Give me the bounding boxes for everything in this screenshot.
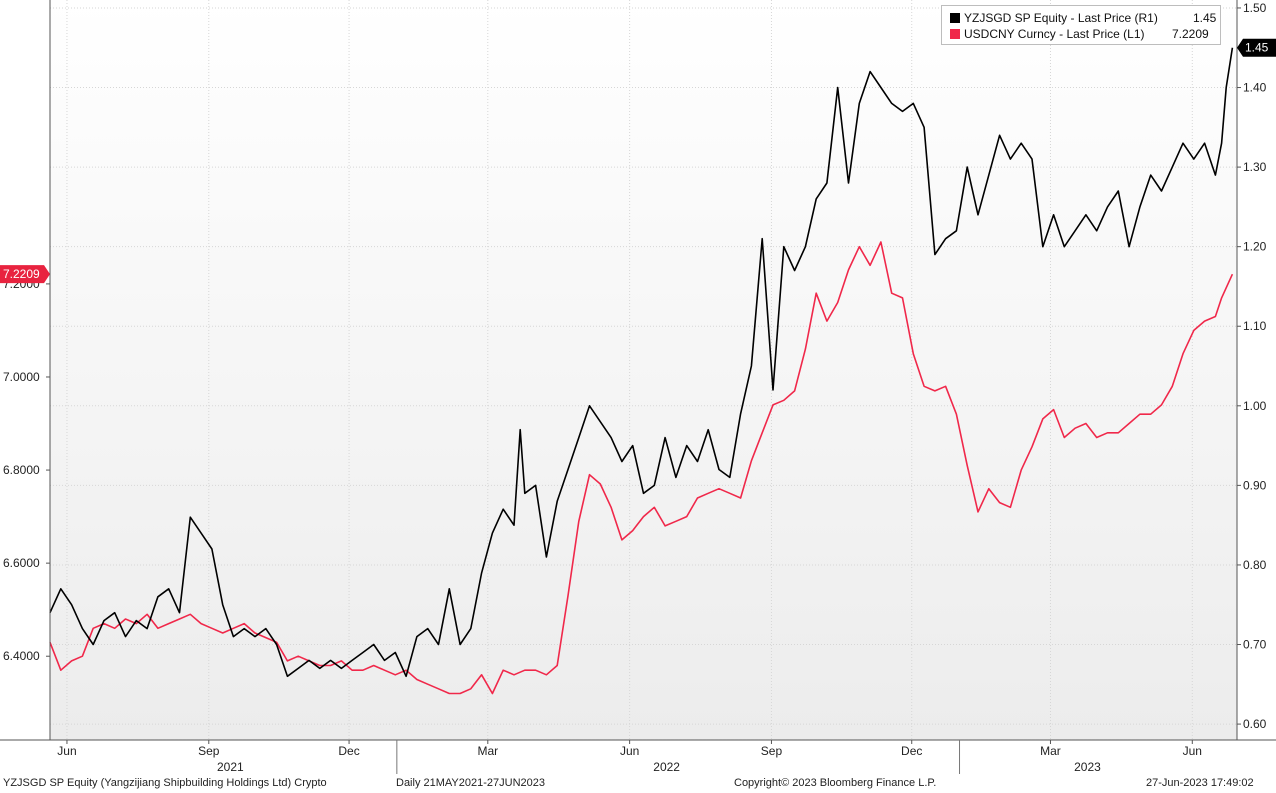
right-tick-label: 1.10: [1243, 319, 1267, 333]
left-tick-label: 6.6000: [3, 556, 40, 570]
grid: [50, 0, 1237, 740]
right-tick-label: 1.30: [1243, 160, 1267, 174]
x-tick-label: Dec: [338, 744, 359, 758]
legend-value: 7.2209: [1172, 27, 1209, 41]
legend-label: USDCNY Curncy - Last Price (L1): [964, 27, 1145, 41]
right-tick-label: 0.60: [1243, 717, 1267, 731]
right-tick-label: 1.20: [1243, 240, 1267, 254]
x-tick-label: Jun: [57, 744, 76, 758]
right-tick-label: 0.90: [1243, 478, 1267, 492]
x-tick-label: Dec: [901, 744, 922, 758]
footer-period: Daily 21MAY2021-27JUN2023: [396, 777, 545, 789]
legend-value: 1.45: [1193, 11, 1217, 25]
right-tick-label: 1.40: [1243, 81, 1267, 95]
footer-timestamp: 27-Jun-2023 17:49:02: [1146, 777, 1254, 789]
x-axis: Jun Sep Dec Mar Jun Sep Dec Mar Jun 2021 2022 2023: [0, 0, 1276, 774]
footer: YZJSGD SP Equity (Yangzijiang Shipbuildi…: [0, 774, 1276, 793]
current-value-label-right: 1.45: [1245, 41, 1269, 55]
plot-background: [50, 0, 1237, 740]
right-tick-label: 0.80: [1243, 558, 1267, 572]
right-tick-label: 1.00: [1243, 399, 1267, 413]
current-value-marker-right: [1237, 38, 1276, 57]
legend-label: YZJSGD SP Equity - Last Price (R1): [964, 11, 1158, 25]
legend-swatch-red: [950, 29, 960, 39]
footer-security: YZJSGD SP Equity (Yangzijiang Shipbuildi…: [3, 777, 327, 789]
x-tick-label: Mar: [477, 744, 498, 758]
x-year-label: 2023: [1074, 760, 1101, 774]
current-value-markers: 7.2209 1.45: [0, 38, 1276, 284]
right-axis: 0.60 0.70 0.80 0.90 1.00 1.10 1.20 1.30 1.40 1.50: [1237, 1, 1267, 731]
current-value-label-left: 7.2209: [3, 267, 40, 281]
legend-item-usdcny: USDCNY Curncy - Last Price (L1) 7.2209: [950, 27, 1209, 43]
series-line-yzjsgd: [49, 47, 1234, 678]
footer-copyright: Copyright© 2023 Bloomberg Finance L.P.: [734, 777, 937, 789]
right-tick-label: 0.70: [1243, 638, 1267, 652]
x-tick-label: Jun: [1183, 744, 1202, 758]
x-tick-label: Sep: [198, 744, 220, 758]
legend-item-yzjsgd: YZJSGD SP Equity - Last Price (R1) 1.45: [950, 11, 1216, 27]
legend-swatch-black: [950, 13, 960, 23]
x-tick-label: Mar: [1040, 744, 1061, 758]
current-value-marker-left: [0, 265, 50, 284]
series-line-usdcny: [49, 241, 1234, 695]
left-tick-label: 6.8000: [3, 463, 40, 477]
series-lines: [49, 47, 1234, 695]
x-year-label: 2021: [217, 760, 244, 774]
legend: YZJSGD SP Equity - Last Price (R1) 1.45 …: [941, 5, 1221, 45]
x-tick-label: Sep: [761, 744, 783, 758]
x-year-label: 2022: [653, 760, 680, 774]
left-tick-label: 6.4000: [3, 649, 40, 663]
right-tick-label: 1.50: [1243, 1, 1267, 15]
left-tick-label: 7.0000: [3, 370, 40, 384]
x-tick-label: Jun: [620, 744, 639, 758]
